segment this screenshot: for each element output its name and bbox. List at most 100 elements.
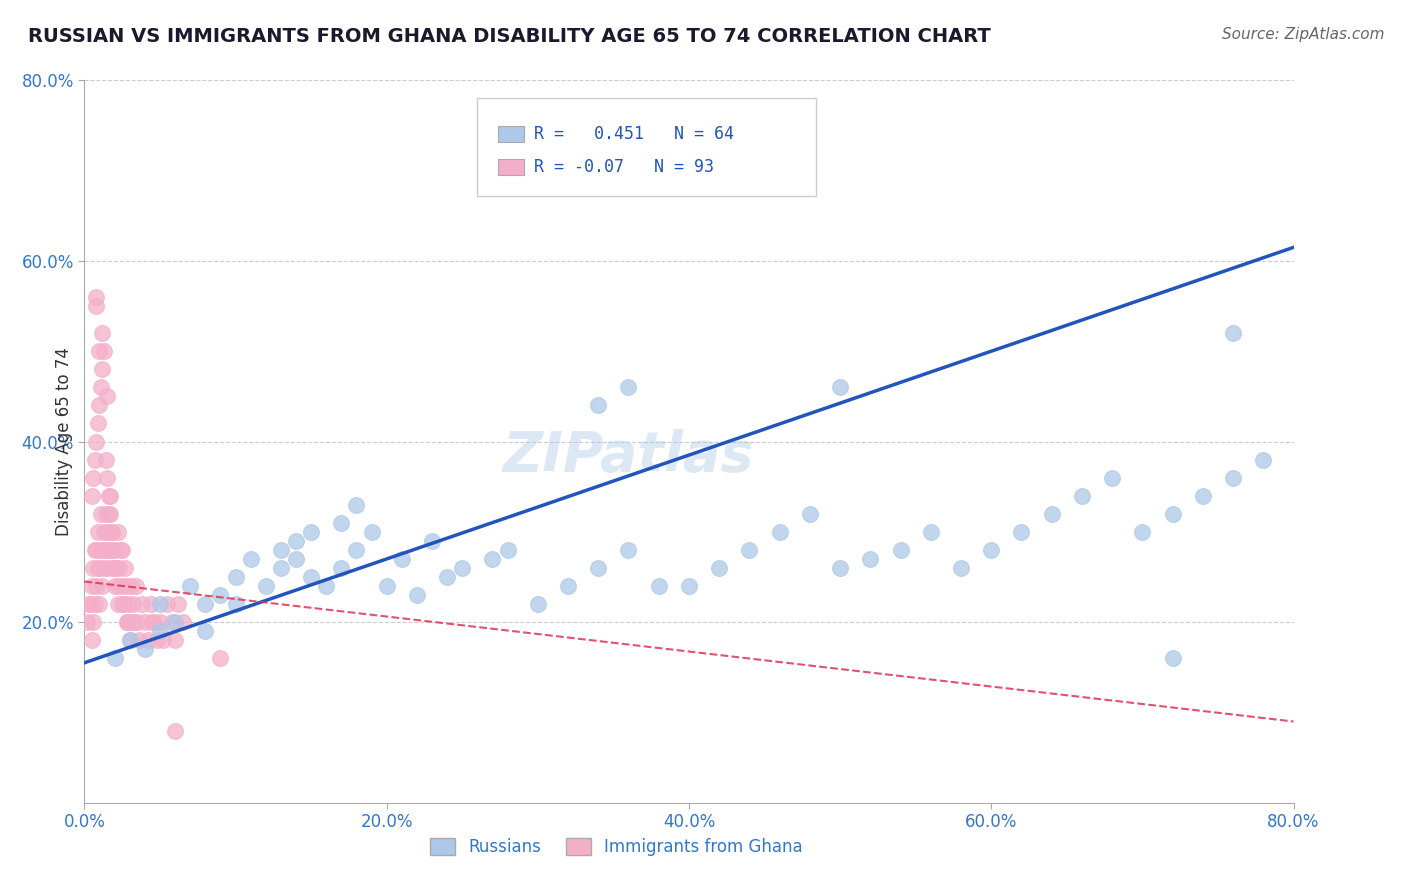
Point [1192,489,1215,503]
Point [160,615,183,630]
Point [91,579,114,593]
Point [769,524,792,539]
Point [1161,651,1184,665]
Point [97,489,120,503]
Text: Source: ZipAtlas.com: Source: ZipAtlas.com [1222,27,1385,42]
Point [97,507,120,521]
Point [96,561,118,575]
Point [346,542,368,557]
Point [588,398,610,412]
Point [270,561,292,575]
Point [709,561,731,575]
Point [86,542,108,557]
Point [84,452,107,467]
Point [76,615,98,630]
Point [89,561,111,575]
Point [134,615,156,630]
Text: R =   0.451   N = 64: R = 0.451 N = 64 [534,125,734,143]
Point [89,398,111,412]
Point [830,561,852,575]
Point [678,579,700,593]
Point [527,597,550,611]
Point [167,597,190,611]
Point [108,561,131,575]
Point [82,561,104,575]
Point [406,588,429,602]
Y-axis label: Disability Age 65 to 74: Disability Age 65 to 74 [55,347,73,536]
Point [100,524,122,539]
Point [94,542,117,557]
Point [118,615,141,630]
Point [127,615,149,630]
Point [90,380,112,394]
Point [79,597,101,611]
Point [93,344,115,359]
Point [128,633,150,648]
Point [104,542,127,557]
Point [87,417,110,431]
Point [93,561,115,575]
Point [94,452,117,467]
Point [125,579,148,593]
Point [391,552,413,566]
Point [165,633,187,648]
Point [330,561,353,575]
Point [107,597,129,611]
Point [104,651,127,665]
Point [285,552,308,566]
Point [111,579,134,593]
Point [122,615,145,630]
Point [118,633,141,648]
Point [96,471,118,485]
Point [80,489,103,503]
Point [299,570,322,584]
Point [859,552,882,566]
Point [142,615,165,630]
Point [360,524,382,539]
Point [141,615,163,630]
Point [165,723,187,738]
Point [225,570,247,584]
Point [136,633,159,648]
Point [91,542,114,557]
Text: R = -0.07   N = 93: R = -0.07 N = 93 [534,158,714,176]
Point [172,615,194,630]
Point [1011,524,1033,539]
Point [1130,524,1153,539]
Point [118,633,141,648]
Point [104,561,127,575]
Point [90,507,112,521]
Point [1161,507,1184,521]
Point [239,552,262,566]
Point [436,570,458,584]
Point [80,633,103,648]
Point [131,597,153,611]
Point [114,561,136,575]
Point [115,579,138,593]
Point [270,542,292,557]
Point [89,597,111,611]
Point [121,597,143,611]
Point [420,533,443,548]
Point [134,642,156,657]
Point [285,533,308,548]
Point [84,542,107,557]
Point [96,524,118,539]
Point [84,597,107,611]
Legend: Russians, Immigrants from Ghana: Russians, Immigrants from Ghana [423,831,810,863]
Point [149,597,172,611]
Point [90,542,112,557]
Point [315,579,337,593]
Point [91,326,114,340]
Point [146,633,169,648]
Point [346,498,368,512]
Point [617,542,640,557]
Point [890,542,912,557]
Point [111,542,134,557]
Point [165,615,187,630]
Point [225,597,247,611]
Point [980,542,1002,557]
Point [481,552,503,566]
Point [101,542,124,557]
Point [1071,489,1094,503]
